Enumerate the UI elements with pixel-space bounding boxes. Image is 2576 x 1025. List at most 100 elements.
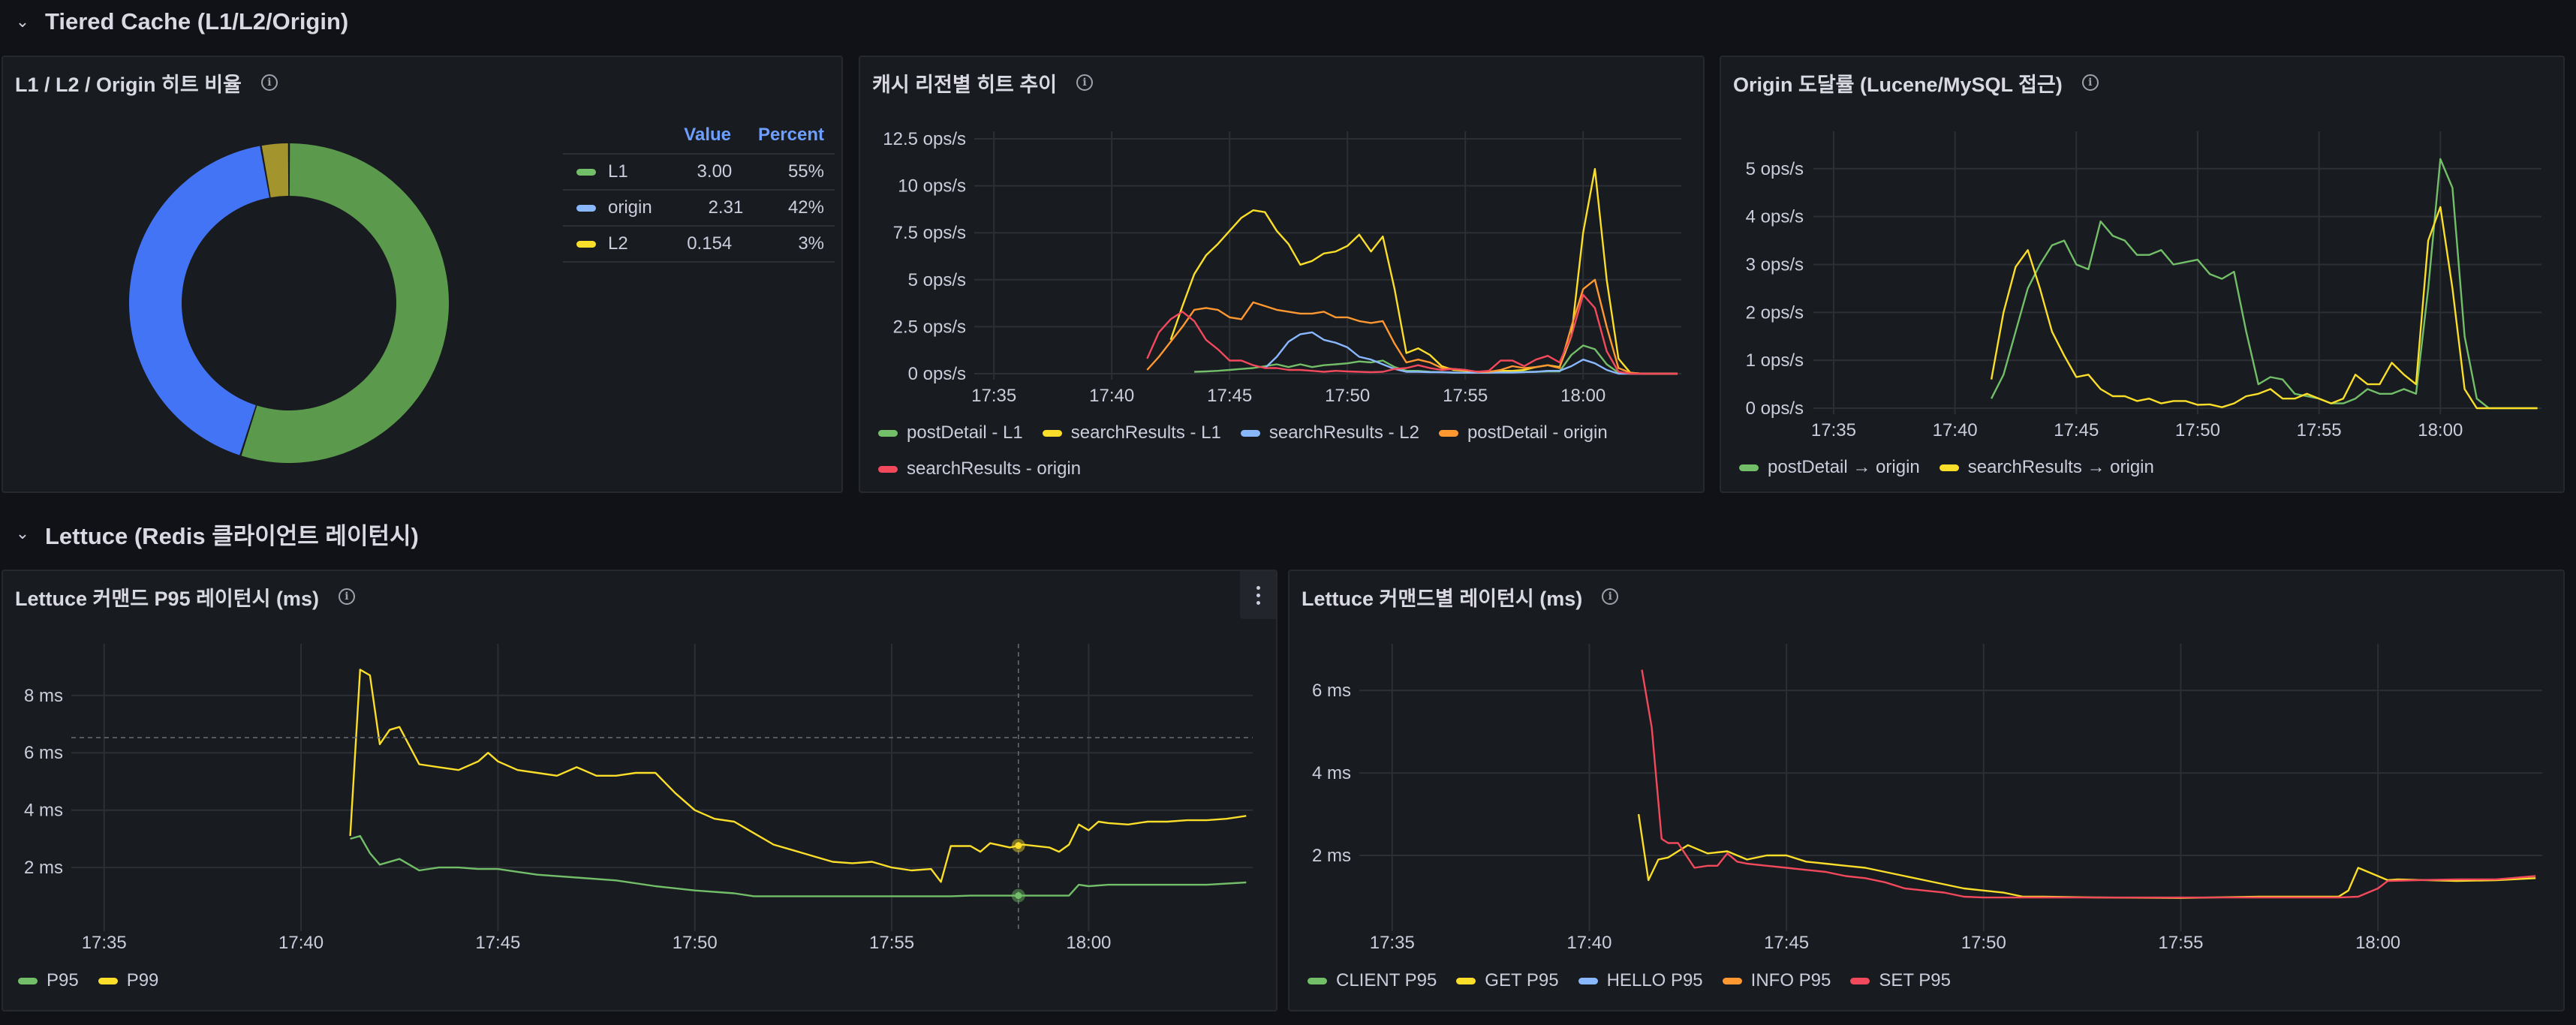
x-tick-label: 17:45 bbox=[475, 933, 520, 953]
legend-label: CLIENT P95 bbox=[1336, 970, 1437, 990]
series-line-searchresults-l2[interactable] bbox=[1264, 331, 1678, 375]
series-line-postdetail-origin[interactable] bbox=[1991, 158, 2538, 410]
panel-header: Lettuce 커맨드별 레이턴시 (ms) i bbox=[1302, 583, 1619, 610]
donut-slice-l2[interactable] bbox=[261, 143, 289, 198]
y-tick-label: 4 ops/s bbox=[1746, 207, 1804, 227]
y-tick-label: 5 ops/s bbox=[1746, 159, 1804, 179]
y-tick-label: 6 ms bbox=[1312, 681, 1351, 701]
legend-swatch bbox=[1722, 977, 1742, 984]
legend-series: L1 bbox=[563, 161, 628, 182]
legend-item[interactable]: HELLO P95 bbox=[1578, 969, 1703, 992]
series-line-p99[interactable] bbox=[349, 669, 1247, 883]
x-tick-label: 17:50 bbox=[2175, 420, 2220, 440]
x-tick-label: 17:35 bbox=[1370, 933, 1415, 953]
panel-title: 캐시 리전별 히트 추이 bbox=[872, 73, 1058, 96]
row-header-tiered-cache[interactable]: ⌄ Tiered Cache (L1/L2/Origin) bbox=[0, 3, 348, 41]
legend-item[interactable]: searchResults - origin bbox=[878, 458, 1081, 480]
series-line-get-p95[interactable] bbox=[1637, 813, 2536, 899]
legend-swatch bbox=[576, 204, 596, 212]
donut-slice-l1[interactable] bbox=[241, 143, 449, 463]
legend-label: searchResults - L1 bbox=[1070, 422, 1221, 443]
timeseries-chart[interactable]: 2 ms 4 ms 6 ms 8 ms 17:35 17:40 17:45 17:50 17:5… bbox=[3, 571, 1277, 1011]
info-icon[interactable]: i bbox=[338, 588, 355, 605]
info-icon[interactable]: i bbox=[1076, 74, 1094, 91]
row-header-lettuce[interactable]: ⌄ Lettuce (Redis 클라이언트 레이턴시) bbox=[0, 515, 419, 552]
y-tick-label: 3 ops/s bbox=[1746, 254, 1804, 275]
legend-item[interactable]: postDetail - origin bbox=[1438, 422, 1608, 444]
legend-row[interactable]: origin 2.31 42% bbox=[563, 191, 835, 227]
legend-item[interactable]: P95 bbox=[18, 969, 79, 992]
x-tick-label: 17:45 bbox=[2054, 420, 2099, 440]
x-tick-label: 18:00 bbox=[1560, 386, 1605, 406]
chevron-down-icon[interactable]: ⌄ bbox=[15, 12, 30, 31]
legend-label: searchResults → origin bbox=[1967, 457, 2154, 477]
legend-series: L2 bbox=[563, 233, 628, 254]
series-line-searchresults-origin[interactable] bbox=[1146, 293, 1678, 375]
x-tick-label: 17:45 bbox=[1207, 386, 1252, 406]
legend-item[interactable]: searchResults → origin bbox=[1939, 456, 2154, 479]
legend-label: INFO P95 bbox=[1750, 970, 1831, 990]
legend-label: origin bbox=[608, 197, 652, 218]
panel-title: Lettuce 커맨드 P95 레이턴시 (ms) bbox=[15, 587, 319, 610]
x-tick-label: 18:00 bbox=[1066, 933, 1111, 953]
legend-item[interactable]: CLIENT P95 bbox=[1308, 969, 1437, 992]
legend-row[interactable]: L2 0.154 3% bbox=[563, 227, 835, 263]
panel-header: L1 / L2 / Origin 히트 비율 i bbox=[15, 69, 278, 96]
timeseries-chart[interactable]: 2 ms 4 ms 6 ms 17:35 17:40 17:45 17:50 17:55 18:… bbox=[1290, 571, 2565, 1011]
x-tick-label: 17:55 bbox=[2297, 420, 2342, 440]
legend-item[interactable]: SET P95 bbox=[1850, 969, 1951, 992]
series-line-p95[interactable] bbox=[350, 834, 1247, 897]
y-tick-label: 10 ops/s bbox=[898, 176, 966, 197]
chart-legend: postDetail - L1 searchResults - L1 searchR… bbox=[878, 422, 1696, 480]
header-percent[interactable]: Percent bbox=[757, 125, 824, 145]
info-icon[interactable]: i bbox=[260, 74, 278, 91]
legend-row[interactable]: L1 3.00 55% bbox=[563, 155, 835, 191]
legend-label: L2 bbox=[608, 233, 628, 254]
panel-title: Origin 도달률 (Lucene/MySQL 접근) bbox=[1733, 73, 2063, 96]
series-line-searchresults-origin[interactable] bbox=[1990, 206, 2538, 410]
legend-item[interactable]: P99 bbox=[98, 969, 159, 992]
pie-legend-header: Value Percent bbox=[563, 117, 835, 155]
legend-label: HELLO P95 bbox=[1606, 970, 1703, 990]
legend-percent: 55% bbox=[787, 161, 824, 182]
legend-value: 3.00 bbox=[697, 161, 733, 182]
legend-label: postDetail - L1 bbox=[907, 422, 1023, 443]
info-icon[interactable]: i bbox=[1602, 588, 1619, 605]
x-tick-label: 17:40 bbox=[1566, 933, 1612, 953]
legend-item[interactable]: postDetail - L1 bbox=[878, 422, 1023, 444]
x-tick-label: 17:55 bbox=[2158, 933, 2203, 953]
legend-swatch bbox=[878, 429, 898, 437]
series-line-searchresults-l1[interactable] bbox=[1169, 167, 1678, 375]
x-tick-label: 17:40 bbox=[1933, 420, 1978, 440]
legend-swatch bbox=[878, 465, 898, 473]
legend-label: P99 bbox=[126, 970, 159, 990]
chevron-down-icon[interactable]: ⌄ bbox=[15, 524, 30, 543]
y-tick-label: 4 ms bbox=[24, 801, 63, 821]
row-title: Lettuce (Redis 클라이언트 레이턴시) bbox=[45, 522, 419, 549]
kebab-menu-icon[interactable] bbox=[1240, 571, 1276, 619]
legend-label: searchResults - L2 bbox=[1268, 422, 1419, 443]
panel-title: L1 / L2 / Origin 히트 비율 bbox=[15, 73, 242, 96]
legend-item[interactable]: GET P95 bbox=[1456, 969, 1559, 992]
header-value[interactable]: Value bbox=[684, 125, 731, 145]
row-title: Tiered Cache (L1/L2/Origin) bbox=[45, 8, 349, 35]
x-tick-label: 17:55 bbox=[1443, 386, 1488, 406]
donut-slice-origin[interactable] bbox=[129, 146, 269, 455]
legend-label: postDetail - origin bbox=[1467, 422, 1608, 443]
series-line-postdetail-origin[interactable] bbox=[1146, 278, 1678, 375]
x-tick-label: 17:35 bbox=[971, 386, 1016, 406]
y-tick-label: 2 ms bbox=[1312, 846, 1351, 866]
legend-item[interactable]: postDetail → origin bbox=[1739, 456, 1920, 479]
legend-item[interactable]: searchResults - L1 bbox=[1042, 422, 1221, 444]
timeseries-chart[interactable]: 0 ops/s 1 ops/s 2 ops/s 3 ops/s 4 ops/s 5 ops… bbox=[1721, 57, 2565, 493]
series-line-set-p95[interactable] bbox=[1641, 669, 2536, 899]
timeseries-chart[interactable]: 0 ops/s 2.5 ops/s 5 ops/s 7.5 ops/s 10 ops/s… bbox=[860, 57, 1705, 493]
panel-hit-ratio: L1 / L2 / Origin 히트 비율 i Value Percent L… bbox=[2, 56, 843, 493]
x-tick-label: 17:50 bbox=[1325, 386, 1370, 406]
legend-swatch bbox=[18, 977, 38, 984]
x-tick-label: 17:50 bbox=[673, 933, 718, 953]
legend-item[interactable]: INFO P95 bbox=[1722, 969, 1831, 992]
info-icon[interactable]: i bbox=[2081, 74, 2099, 91]
legend-item[interactable]: searchResults - L2 bbox=[1240, 422, 1419, 444]
legend-label: SET P95 bbox=[1879, 970, 1951, 990]
